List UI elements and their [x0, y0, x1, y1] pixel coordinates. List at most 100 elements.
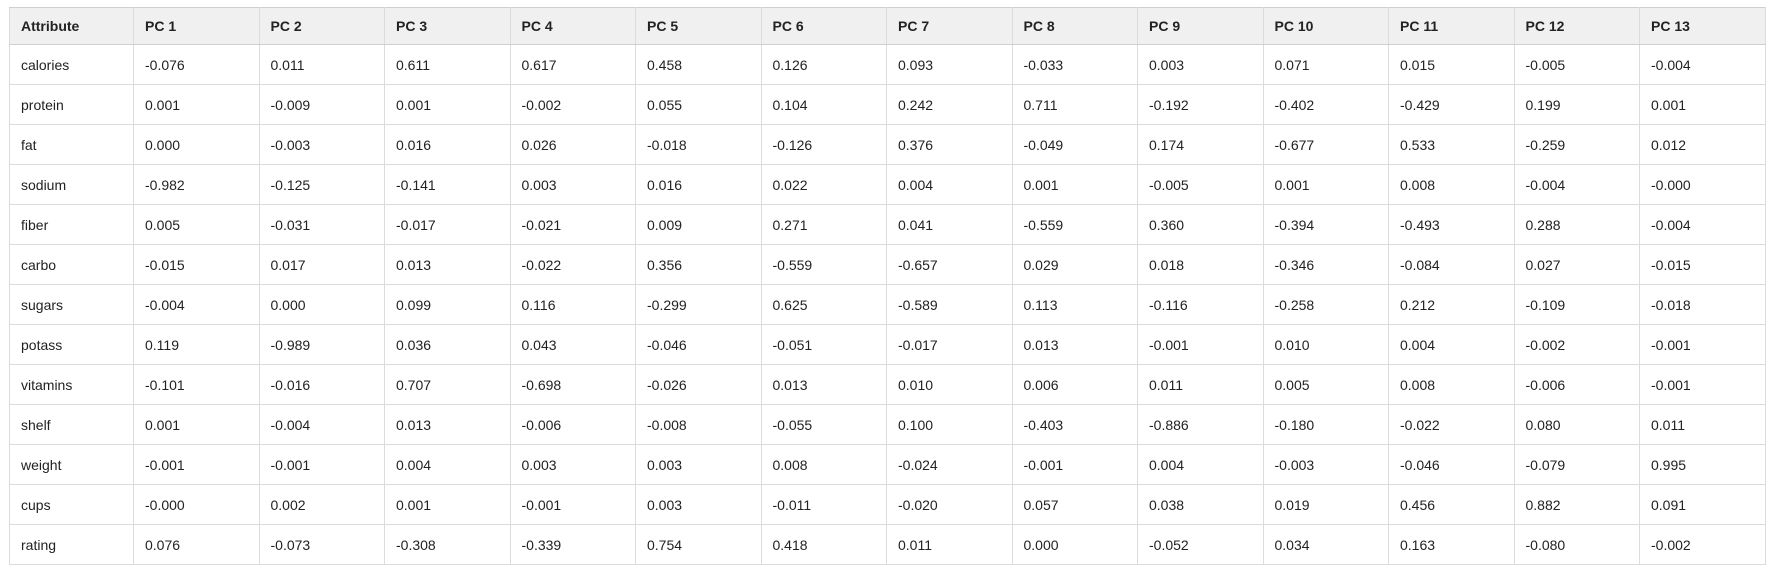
loading-cell: 0.003	[635, 444, 762, 485]
loading-cell: -0.002	[1639, 524, 1766, 565]
header-row: Attribute PC 1 PC 2 PC 3 PC 4 PC 5 PC 6 PC 7 PC …	[9, 7, 1766, 45]
attribute-cell: protein	[9, 84, 134, 125]
loading-cell: 0.013	[384, 244, 511, 285]
column-header-pc-3: PC 3	[384, 7, 511, 45]
loading-cell: 0.754	[635, 524, 762, 565]
loading-cell: 0.000	[258, 284, 385, 325]
loading-cell: -0.001	[1011, 444, 1138, 485]
loading-cell: -0.989	[258, 324, 385, 365]
loading-cell: 0.707	[384, 364, 511, 405]
loading-cell: -0.073	[258, 524, 385, 565]
loading-cell: -0.308	[384, 524, 511, 565]
loading-cell: 0.001	[1262, 164, 1389, 205]
loading-cell: -0.046	[635, 324, 762, 365]
loading-cell: 0.271	[760, 204, 887, 245]
loading-cell: -0.126	[760, 124, 887, 165]
loading-cell: -0.011	[760, 484, 887, 525]
loading-cell: -0.005	[1137, 164, 1264, 205]
loading-cell: 0.004	[1388, 324, 1515, 365]
loading-cell: 0.055	[635, 84, 762, 125]
loading-cell: 0.004	[886, 164, 1013, 205]
loading-cell: -0.001	[509, 484, 636, 525]
loading-cell: 0.057	[1011, 484, 1138, 525]
loading-cell: -0.299	[635, 284, 762, 325]
column-header-pc-2: PC 2	[258, 7, 385, 45]
loading-cell: 0.116	[509, 284, 636, 325]
loading-cell: -0.394	[1262, 204, 1389, 245]
attribute-cell: sugars	[9, 284, 134, 325]
column-header-pc-12: PC 12	[1513, 7, 1640, 45]
loading-cell: -0.000	[1639, 164, 1766, 205]
loading-cell: -0.018	[1639, 284, 1766, 325]
attribute-cell: shelf	[9, 404, 134, 445]
loading-cell: 0.126	[760, 44, 887, 85]
loading-cell: -0.055	[760, 404, 887, 445]
loading-cell: 0.533	[1388, 124, 1515, 165]
attribute-cell: sodium	[9, 164, 134, 205]
loading-cell: 0.099	[384, 284, 511, 325]
loading-cell: -0.589	[886, 284, 1013, 325]
loading-cell: 0.356	[635, 244, 762, 285]
loading-cell: -0.698	[509, 364, 636, 405]
loading-cell: 0.038	[1137, 484, 1264, 525]
loading-cell: -0.101	[133, 364, 260, 405]
loading-cell: 0.199	[1513, 84, 1640, 125]
loading-cell: -0.003	[1262, 444, 1389, 485]
loading-cell: 0.008	[1388, 164, 1515, 205]
loading-cell: -0.024	[886, 444, 1013, 485]
loading-cell: 0.019	[1262, 484, 1389, 525]
loading-cell: 0.000	[1011, 524, 1138, 565]
loading-cell: -0.982	[133, 164, 260, 205]
loading-cell: -0.004	[258, 404, 385, 445]
attribute-cell: fat	[9, 124, 134, 165]
loading-cell: -0.015	[1639, 244, 1766, 285]
loading-cell: 0.022	[760, 164, 887, 205]
loading-cell: 0.113	[1011, 284, 1138, 325]
loading-cell: -0.031	[258, 204, 385, 245]
loading-cell: 0.456	[1388, 484, 1515, 525]
loading-cell: 0.001	[1639, 84, 1766, 125]
loading-cell: 0.003	[509, 164, 636, 205]
loading-cell: -0.004	[1639, 44, 1766, 85]
loading-cell: 0.119	[133, 324, 260, 365]
loading-cell: -0.339	[509, 524, 636, 565]
loading-cell: -0.429	[1388, 84, 1515, 125]
loading-cell: -0.008	[635, 404, 762, 445]
loading-cell: -0.000	[133, 484, 260, 525]
loading-cell: 0.000	[133, 124, 260, 165]
table-row: carbo -0.015 0.017 0.013 -0.022 0.356 -0.559 -0…	[9, 244, 1766, 285]
loading-cell: 0.006	[1011, 364, 1138, 405]
attribute-cell: cups	[9, 484, 134, 525]
loading-cell: -0.346	[1262, 244, 1389, 285]
loading-cell: 0.003	[635, 484, 762, 525]
loading-cell: -0.001	[1137, 324, 1264, 365]
loading-cell: 0.882	[1513, 484, 1640, 525]
loading-cell: 0.016	[384, 124, 511, 165]
loading-cell: 0.015	[1388, 44, 1515, 85]
table-row: shelf 0.001 -0.004 0.013 -0.006 -0.008 -0.055 0…	[9, 404, 1766, 445]
loading-cell: -0.677	[1262, 124, 1389, 165]
loading-cell: 0.011	[258, 44, 385, 85]
loading-cell: -0.493	[1388, 204, 1515, 245]
loading-cell: -0.559	[760, 244, 887, 285]
column-header-pc-4: PC 4	[509, 7, 636, 45]
loading-cell: -0.001	[258, 444, 385, 485]
loading-cell: 0.212	[1388, 284, 1515, 325]
loading-cell: 0.458	[635, 44, 762, 85]
loading-cell: -0.258	[1262, 284, 1389, 325]
loading-cell: -0.016	[258, 364, 385, 405]
loading-cell: 0.011	[1137, 364, 1264, 405]
loading-cell: 0.001	[133, 84, 260, 125]
loading-cell: 0.026	[509, 124, 636, 165]
loading-cell: 0.071	[1262, 44, 1389, 85]
column-header-pc-6: PC 6	[760, 7, 887, 45]
loading-cell: -0.049	[1011, 124, 1138, 165]
loading-cell: 0.001	[133, 404, 260, 445]
loading-cell: 0.029	[1011, 244, 1138, 285]
attribute-cell: potass	[9, 324, 134, 365]
loading-cell: -0.886	[1137, 404, 1264, 445]
loading-cell: 0.003	[1137, 44, 1264, 85]
loading-cell: -0.141	[384, 164, 511, 205]
table-row: rating 0.076 -0.073 -0.308 -0.339 0.754 0.418 0…	[9, 524, 1766, 565]
loading-cell: -0.002	[509, 84, 636, 125]
